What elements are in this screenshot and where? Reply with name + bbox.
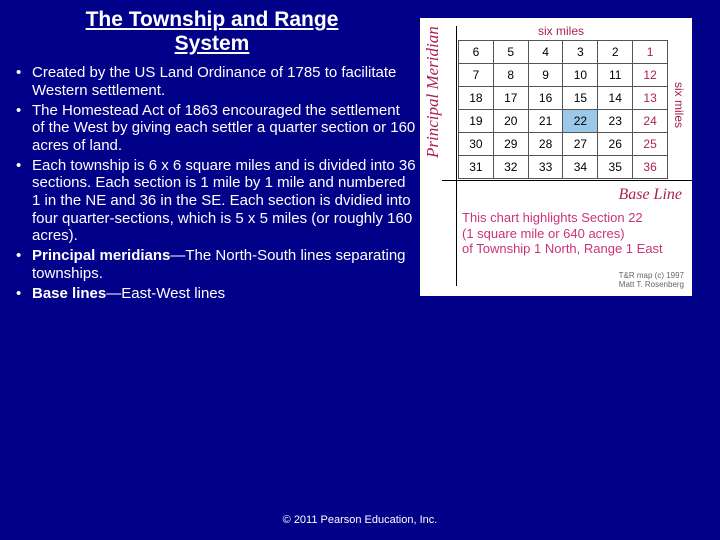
grid-cell: 7 [459, 64, 494, 87]
diagram-attribution: T&R map (c) 1997 Matt T. Rosenberg [619, 272, 684, 290]
grid-cell: 16 [528, 87, 563, 110]
grid-cell: 32 [493, 156, 528, 179]
bullet-text: —East-West lines [106, 285, 225, 302]
grid-cell: 36 [633, 156, 668, 179]
grid-cell: 28 [528, 133, 563, 156]
principal-meridian-line [456, 26, 457, 286]
grid-cell: 19 [459, 110, 494, 133]
caption-line: (1 square mile or 640 acres) [462, 226, 625, 241]
grid-cell: 11 [598, 64, 633, 87]
grid-cell: 13 [633, 87, 668, 110]
grid-cell: 14 [598, 87, 633, 110]
grid-cell: 24 [633, 110, 668, 133]
bullet-bold: Principal meridians [32, 247, 170, 264]
bullet-item: Base lines—East-West lines [32, 285, 416, 303]
text-column: The Township and Range System Created by… [0, 0, 420, 540]
principal-meridian-label: Principal Meridian [423, 26, 443, 158]
diagram-column: Principal Meridian six miles six miles 6… [420, 0, 700, 540]
grid-cell: 10 [563, 64, 598, 87]
bullet-text: Each township is 6 x 6 square miles and … [32, 157, 416, 245]
bullet-item: The Homestead Act of 1863 encouraged the… [32, 102, 416, 155]
attrib-line: T&R map (c) 1997 [619, 271, 684, 280]
bullet-item: Each township is 6 x 6 square miles and … [32, 157, 416, 245]
grid-cell: 15 [563, 87, 598, 110]
bullet-bold: Base lines [32, 285, 106, 302]
bullet-item: Created by the US Land Ordinance of 1785… [32, 64, 416, 99]
grid-cell: 25 [633, 133, 668, 156]
township-diagram: Principal Meridian six miles six miles 6… [420, 18, 692, 296]
grid-cell-highlight: 22 [563, 110, 598, 133]
grid-cell: 27 [563, 133, 598, 156]
grid-cell: 26 [598, 133, 633, 156]
grid-cell: 6 [459, 41, 494, 64]
grid-cell: 35 [598, 156, 633, 179]
caption-line: This chart highlights Section 22 [462, 210, 643, 225]
six-miles-right: six miles [672, 82, 686, 128]
grid-table: 6 5 4 3 2 1 7 8 9 10 11 12 [458, 40, 668, 179]
grid-cell: 18 [459, 87, 494, 110]
grid-cell: 31 [459, 156, 494, 179]
grid-cell: 20 [493, 110, 528, 133]
bullet-text: The Homestead Act of 1863 encouraged the… [32, 102, 415, 154]
six-miles-top: six miles [538, 24, 584, 38]
grid-cell: 21 [528, 110, 563, 133]
grid-cell: 1 [633, 41, 668, 64]
grid-cell: 3 [563, 41, 598, 64]
bullet-item: Principal meridians—The North-South line… [32, 247, 416, 282]
slide-title: The Township and Range System [68, 8, 356, 56]
grid-cell: 29 [493, 133, 528, 156]
grid-cell: 2 [598, 41, 633, 64]
title-wrap: The Township and Range System [8, 8, 416, 56]
copyright-footer: © 2011 Pearson Education, Inc. [0, 514, 720, 526]
grid-cell: 17 [493, 87, 528, 110]
grid-cell: 12 [633, 64, 668, 87]
grid-cell: 8 [493, 64, 528, 87]
grid-cell: 5 [493, 41, 528, 64]
grid-cell: 34 [563, 156, 598, 179]
bullet-text: Created by the US Land Ordinance of 1785… [32, 64, 396, 99]
grid-cell: 30 [459, 133, 494, 156]
grid-cell: 9 [528, 64, 563, 87]
caption-line: of Township 1 North, Range 1 East [462, 241, 663, 256]
base-line [442, 180, 692, 181]
grid-cell: 23 [598, 110, 633, 133]
attrib-line: Matt T. Rosenberg [619, 280, 684, 289]
slide: The Township and Range System Created by… [0, 0, 720, 540]
baseline-label: Base Line [618, 186, 682, 204]
bullet-list: Created by the US Land Ordinance of 1785… [8, 64, 416, 302]
diagram-caption: This chart highlights Section 22 (1 squa… [462, 210, 682, 257]
grid-cell: 4 [528, 41, 563, 64]
grid-cell: 33 [528, 156, 563, 179]
section-grid: 6 5 4 3 2 1 7 8 9 10 11 12 [458, 40, 668, 178]
